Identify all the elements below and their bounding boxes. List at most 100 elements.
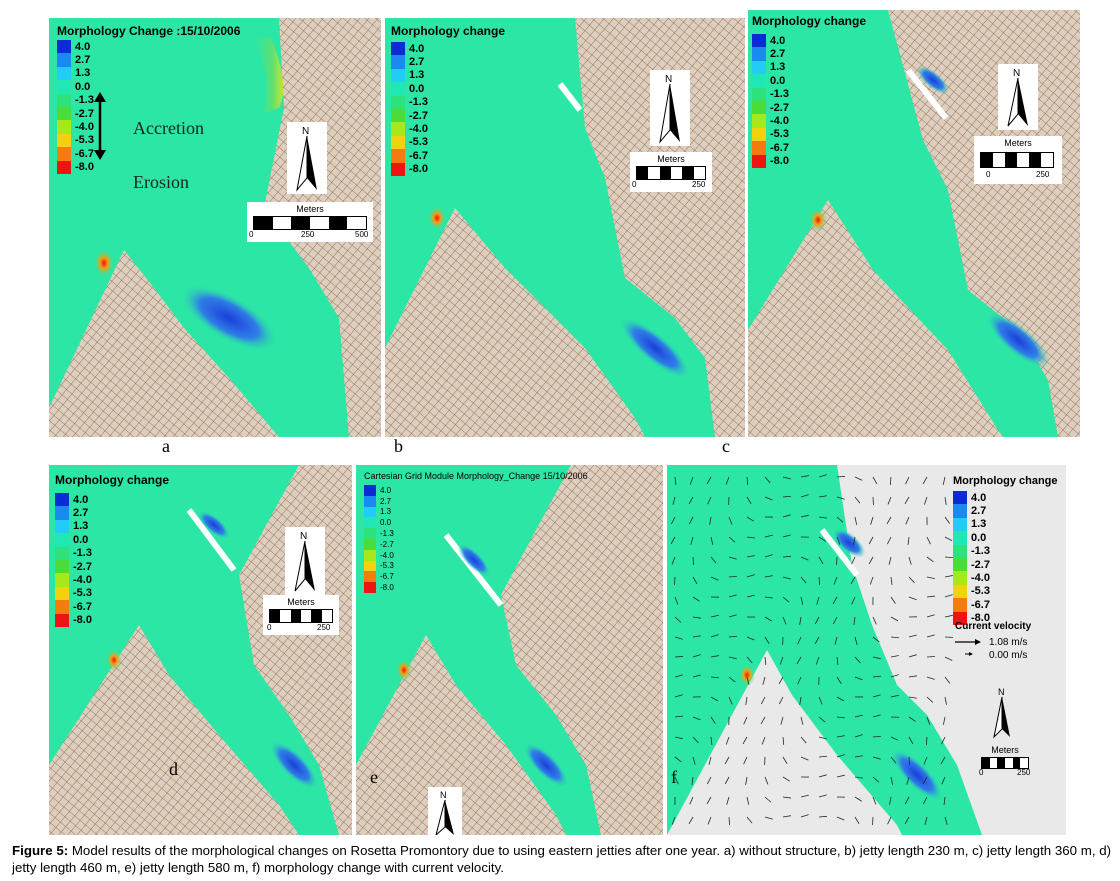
velocity-vector — [796, 656, 802, 665]
legend-entry: 4.0 — [752, 34, 789, 48]
legend-entry: -6.7 — [55, 600, 92, 614]
velocity-vector — [692, 674, 701, 678]
velocity-vector — [760, 696, 766, 705]
legend-label: 1.3 — [380, 507, 392, 517]
legend-label: 0.0 — [75, 80, 91, 93]
velocity-vector — [674, 756, 682, 763]
legend-entry: -4.0 — [391, 122, 428, 136]
legend-swatch — [953, 557, 967, 572]
velocity-vector — [710, 716, 716, 724]
velocity-vector — [943, 716, 946, 725]
velocity-vector — [688, 816, 694, 825]
legend-entry: -2.7 — [752, 100, 789, 115]
legend-swatch — [391, 82, 405, 96]
legend-swatch — [953, 584, 967, 599]
velocity-vector — [870, 516, 874, 525]
legend-swatch — [391, 95, 405, 109]
svg-text:N: N — [665, 74, 672, 85]
legend-entry: 1.3 — [57, 66, 94, 81]
velocity-vector — [854, 816, 860, 825]
legend-label: -4.0 — [73, 574, 92, 587]
legend-swatch — [752, 74, 766, 88]
annotation-erosion: Erosion — [133, 172, 189, 192]
velocity-vector — [800, 514, 809, 518]
legend-swatch — [953, 504, 967, 518]
legend-entry: -8.0 — [55, 613, 92, 627]
velocity-vector — [692, 556, 694, 566]
velocity-vector — [872, 776, 880, 783]
velocity-vector — [743, 716, 748, 725]
legend-entry: 1.3 — [55, 519, 92, 534]
velocity-vector — [674, 715, 683, 718]
north-arrow-icon: N — [650, 70, 690, 146]
velocity-vector — [906, 776, 910, 785]
velocity-vector — [710, 655, 719, 658]
legend-swatch — [953, 598, 967, 612]
legend-swatch — [953, 517, 967, 532]
panel-e: Cartesian Grid Module Morphology_Change … — [356, 465, 663, 835]
velocity-vector — [778, 696, 784, 705]
panel-f-legend: 4.0 2.7 1.3 0.0 -1.3 -2.7 -4.0 -5.3 -6.7 -8.0 — [953, 491, 990, 625]
scale-bar: Meters 0 250 — [630, 152, 712, 192]
legend-swatch — [752, 87, 766, 101]
velocity-vector — [746, 816, 753, 824]
panel-a-title: Morphology Change :15/10/2006 — [57, 24, 241, 38]
velocity-vector — [890, 756, 897, 764]
legend-entry: -2.7 — [391, 108, 428, 123]
legend-swatch — [364, 485, 376, 496]
legend-swatch — [953, 544, 967, 558]
legend-label: -4.0 — [75, 121, 94, 134]
scale-bar: Meters 0 250 — [979, 745, 1031, 777]
legend-label: 1.3 — [971, 518, 987, 531]
velocity-vector — [692, 635, 701, 638]
legend-label: -1.3 — [380, 529, 394, 539]
velocity-vector — [890, 674, 899, 678]
land-west — [49, 250, 279, 437]
velocity-vector — [674, 656, 684, 658]
velocity-vector — [728, 676, 736, 683]
velocity-vector — [674, 736, 683, 740]
velocity-vector — [944, 496, 947, 505]
velocity-vector — [742, 736, 748, 745]
legend-entry: -4.0 — [953, 571, 990, 585]
velocity-vector — [692, 756, 696, 765]
legend-swatch — [752, 60, 766, 75]
velocity-vector — [889, 476, 892, 486]
legend-label: -5.3 — [75, 134, 94, 147]
velocity-arrow-icon — [955, 639, 981, 656]
legend-swatch — [57, 106, 71, 121]
velocity-vector — [674, 776, 679, 785]
velocity-vector — [746, 516, 755, 522]
panel-c-label: c — [722, 436, 730, 456]
scale-bar: Meters 0 250 — [263, 595, 339, 635]
panel-f: Morphology change 4.0 2.7 1.3 0.0 -1.3 -2.7 -4… — [667, 465, 1066, 835]
legend-swatch — [55, 559, 69, 574]
legend-swatch — [55, 519, 69, 534]
legend-swatch — [57, 93, 71, 107]
velocity-vector — [818, 815, 828, 818]
legend-swatch — [364, 549, 376, 561]
velocity-vector — [872, 714, 881, 718]
velocity-vector — [836, 696, 845, 702]
velocity-vector — [692, 654, 701, 658]
legend-entry: -1.3 — [391, 95, 428, 109]
velocity-vector — [690, 536, 694, 545]
legend-label: -2.7 — [75, 107, 94, 120]
legend-swatch — [364, 495, 376, 507]
velocity-vector — [710, 536, 714, 545]
panel-b-title: Morphology change — [391, 24, 505, 38]
velocity-vector — [872, 756, 881, 760]
velocity-vector — [814, 636, 820, 645]
legend-entry: -4.0 — [364, 549, 394, 561]
legend-swatch — [55, 546, 69, 560]
legend-swatch — [391, 162, 405, 176]
legend-label: -4.0 — [770, 115, 789, 128]
legend-entry: 1.3 — [752, 60, 789, 75]
legend-entry: -6.7 — [953, 598, 990, 612]
legend-entry: -6.7 — [57, 147, 94, 161]
velocity-vector — [854, 755, 863, 758]
velocity-vector — [818, 794, 827, 798]
legend-entry: 1.3 — [391, 68, 428, 83]
velocity-vector — [760, 716, 766, 725]
velocity-vector — [908, 556, 912, 565]
